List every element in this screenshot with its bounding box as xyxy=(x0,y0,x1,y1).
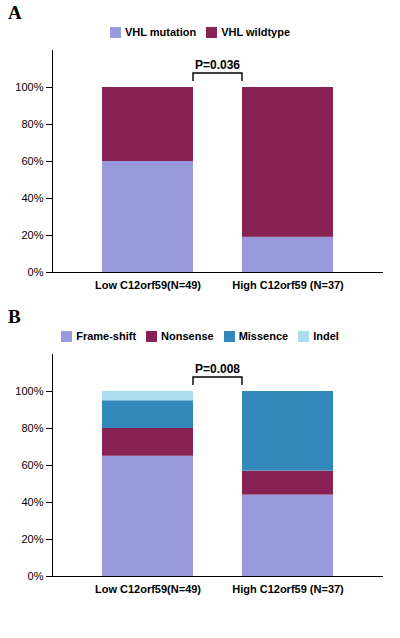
html-text:A: A xyxy=(8,2,22,23)
html-text:VHL mutation: VHL mutation xyxy=(124,26,197,38)
svg-text:0%: 0% xyxy=(28,266,44,278)
html-text:Missence: Missence xyxy=(238,330,289,342)
svg-text:20%: 20% xyxy=(21,533,43,545)
svg-text:100%: 100% xyxy=(15,81,43,93)
svg-text:20%: 20% xyxy=(21,229,43,241)
svg-text:High C12orf59 (N=37): High C12orf59 (N=37) xyxy=(232,583,344,595)
svg-text:80%: 80% xyxy=(21,118,43,130)
svg-text:Low C12orf59(N=49): Low C12orf59(N=49) xyxy=(95,279,201,291)
html-text:Nonsense: Nonsense xyxy=(161,330,214,342)
svg-text:P=0.036: P=0.036 xyxy=(195,58,240,72)
svg-text:P=0.008: P=0.008 xyxy=(195,362,240,376)
svg-text:0%: 0% xyxy=(28,570,44,582)
svg-text:80%: 80% xyxy=(21,422,43,434)
svg-text:60%: 60% xyxy=(21,155,43,167)
html-text:Indel: Indel xyxy=(313,330,339,342)
svg-text:40%: 40% xyxy=(21,192,43,204)
html-text:Frame-shift: Frame-shift xyxy=(76,330,137,342)
svg-text:60%: 60% xyxy=(21,459,43,471)
svg-text:100%: 100% xyxy=(15,385,43,397)
html-text:B: B xyxy=(8,306,21,327)
svg-text:40%: 40% xyxy=(21,496,43,508)
svg-text:High C12orf59 (N=37): High C12orf59 (N=37) xyxy=(232,279,344,291)
html-text:VHL wildtype: VHL wildtype xyxy=(221,26,291,38)
svg-text:Low C12orf59(N=49): Low C12orf59(N=49) xyxy=(95,583,201,595)
